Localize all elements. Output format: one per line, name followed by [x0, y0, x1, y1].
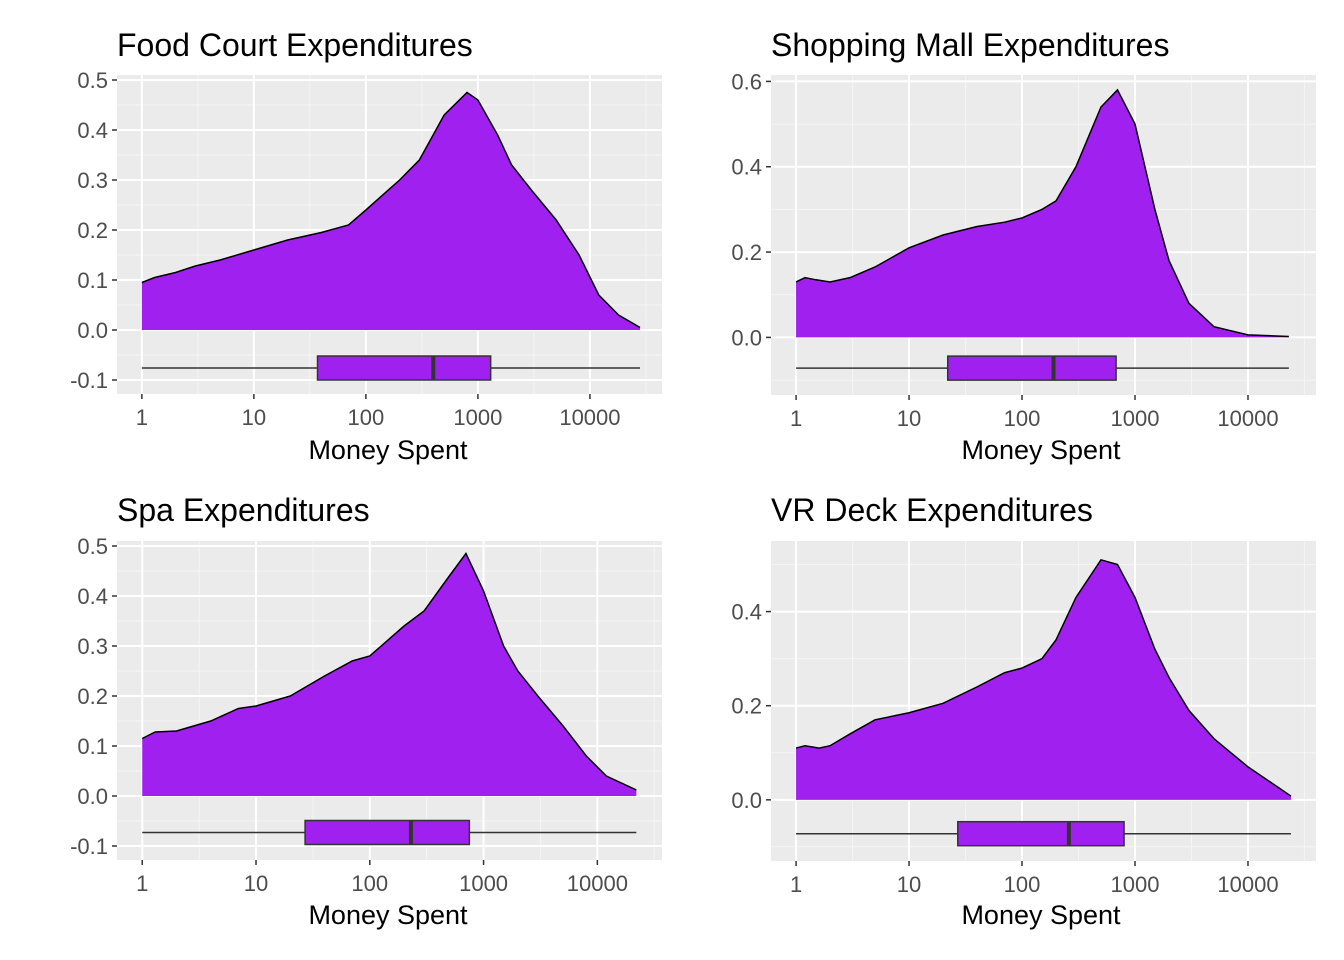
x-tick-label: 1000: [453, 405, 502, 430]
x-tick-label: 10000: [1217, 872, 1278, 897]
y-tick-label: 0.6: [731, 69, 762, 94]
shopping-mall-chart: 1 10 100 1000 10000 0.0 0.2 0.4 0.6 Shopping Mall…: [731, 27, 1316, 465]
y-tick-label: -0.1: [70, 368, 108, 393]
x-axis-title: Money Spent: [308, 435, 468, 465]
density-area: [142, 553, 637, 796]
y-tick-label: 0.1: [77, 268, 108, 293]
y-tick-label: 0.2: [731, 694, 762, 719]
y-tick-label: 0.4: [77, 118, 108, 143]
spa-chart: 1 10 100 1000 10000 -0.1 0.0 0.1 0.2 0.3 0.4 0.5 Spa…: [70, 492, 662, 930]
x-tick-label: 10000: [1217, 406, 1278, 431]
x-tick-label: 100: [1004, 872, 1041, 897]
x-tick-label: 1000: [1111, 872, 1160, 897]
y-tick-label: 0.2: [77, 684, 108, 709]
x-tick-label: 1000: [459, 871, 508, 896]
density-outline: [141, 552, 637, 791]
y-tick-label: 0.3: [77, 634, 108, 659]
x-tick-label: 1: [790, 406, 802, 431]
density-area: [796, 559, 1291, 800]
x-axis-title: Money Spent: [308, 900, 468, 930]
y-tick-label: 0.2: [77, 218, 108, 243]
x-tick-label: 10: [897, 406, 921, 431]
y-tick-label: 0.3: [77, 168, 108, 193]
x-tick-label: 1: [790, 872, 802, 897]
x-tick-label: 10000: [559, 405, 620, 430]
density-area: [796, 89, 1289, 338]
y-tick-label: 0.1: [77, 734, 108, 759]
y-tick-label: 0.4: [731, 155, 762, 180]
boxplot-box: [316, 355, 492, 381]
chart-title: Food Court Expenditures: [117, 27, 473, 63]
x-tick-label: 100: [348, 405, 385, 430]
plot-area: 1 10 100 1000 10000 -0.1 0.0 0.1 0.2 0.3 0.4 0.5: [70, 68, 662, 430]
y-tick-label: 0.5: [77, 534, 108, 559]
boxplot-box: [946, 355, 1117, 381]
x-tick-label: 10: [242, 405, 266, 430]
x-tick-label: 1: [136, 871, 148, 896]
x-tick-label: 100: [351, 871, 388, 896]
chart-title: Spa Expenditures: [117, 492, 370, 528]
vr-deck-chart: 1 10 100 1000 10000 0.0 0.2 0.4 VR Deck Expendit…: [731, 492, 1316, 930]
x-tick-label: 10: [244, 871, 268, 896]
y-tick-label: 0.0: [77, 318, 108, 343]
plot-area: 1 10 100 1000 10000 0.0 0.2 0.4: [731, 541, 1316, 897]
boxplot-box: [304, 819, 471, 846]
food-court-chart: 1 10 100 1000 10000 -0.1 0.0 0.1 0.2 0.3 0.4 0.5 Foo…: [70, 27, 662, 465]
x-axis-title: Money Spent: [961, 435, 1121, 465]
y-tick-label: -0.1: [70, 834, 108, 859]
chart-title: VR Deck Expenditures: [771, 492, 1093, 528]
chart-title: Shopping Mall Expenditures: [771, 27, 1169, 63]
y-tick-label: 0.5: [77, 68, 108, 93]
density-outline: [795, 88, 1289, 338]
x-axis-title: Money Spent: [961, 900, 1121, 930]
density-outline: [141, 91, 641, 329]
x-tick-label: 1: [136, 405, 148, 430]
boxplot-box: [957, 820, 1125, 847]
x-tick-label: 1000: [1111, 406, 1160, 431]
y-tick-label: 0.4: [731, 600, 762, 625]
y-tick-label: 0.0: [77, 784, 108, 809]
y-tick-label: 0.0: [731, 788, 762, 813]
y-tick-label: 0.0: [731, 325, 762, 350]
x-tick-label: 100: [1004, 406, 1041, 431]
y-tick-label: 0.2: [731, 240, 762, 265]
plot-area: 1 10 100 1000 10000 -0.1 0.0 0.1 0.2 0.3 0.4 0.5: [70, 534, 662, 896]
plot-area: 1 10 100 1000 10000 0.0 0.2 0.4 0.6: [731, 69, 1316, 431]
x-tick-label: 10000: [567, 871, 628, 896]
density-outline: [795, 558, 1292, 797]
density-area: [141, 92, 641, 330]
x-tick-label: 10: [897, 872, 921, 897]
y-tick-label: 0.4: [77, 584, 108, 609]
